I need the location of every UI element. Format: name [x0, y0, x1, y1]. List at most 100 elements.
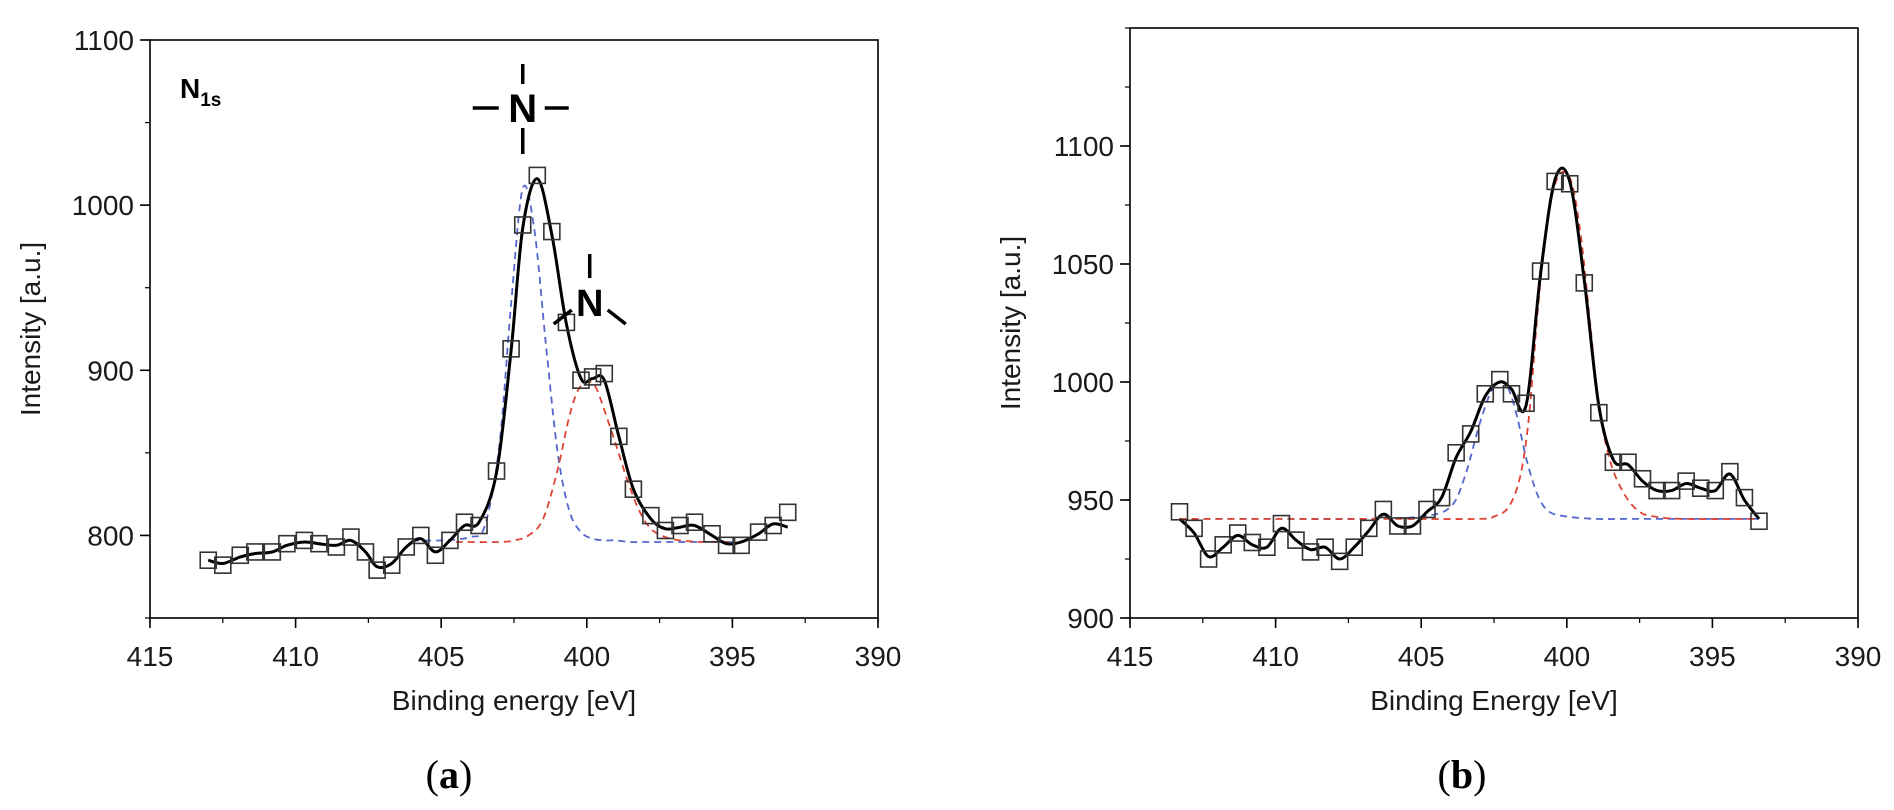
bond-line — [606, 308, 627, 326]
data-marker — [1517, 394, 1535, 413]
data-marker — [382, 556, 401, 574]
data-marker — [1502, 384, 1521, 403]
data-marker — [583, 368, 602, 386]
data-marker — [1560, 174, 1579, 193]
panel-label-a: (a) — [426, 752, 473, 797]
data-marker — [1330, 552, 1349, 571]
chart-panel-a: 415 410 405 400 395 390 800 900 1000 1100 Binding … — [15, 25, 901, 797]
data-marker — [1418, 500, 1436, 519]
data-marker — [1185, 519, 1203, 538]
data-marker — [1750, 512, 1768, 531]
data-marker — [610, 427, 628, 446]
data-marker — [278, 534, 296, 553]
data-marker — [412, 526, 430, 545]
y-axis-title: Intensity [a.u.] — [15, 242, 46, 416]
data-marker — [572, 371, 590, 389]
x-tick-label: 400 — [563, 641, 610, 672]
data-marker — [199, 551, 218, 570]
data-marker — [1735, 488, 1754, 507]
data-marker — [732, 536, 750, 555]
data-marker — [1706, 481, 1725, 500]
x-tick-label: 405 — [1398, 641, 1445, 672]
data-marker — [656, 521, 675, 540]
data-marker — [764, 516, 782, 535]
y-tick-label: 1100 — [74, 25, 134, 56]
data-marker — [1590, 403, 1608, 422]
data-marker — [455, 513, 474, 532]
data-marker — [1403, 517, 1422, 535]
data-marker — [310, 534, 328, 553]
x-tick-label: 400 — [1543, 641, 1590, 672]
data-marker — [717, 536, 736, 555]
data-marker — [685, 513, 704, 532]
data-marker — [1662, 481, 1681, 500]
plot-area — [1170, 166, 1768, 571]
data-marker — [513, 216, 532, 234]
data-marker — [1491, 370, 1509, 389]
data-marker — [1432, 488, 1451, 507]
data-marker — [1604, 453, 1623, 472]
data-marker — [778, 503, 797, 522]
data-marker — [1301, 543, 1320, 561]
data-marker — [1648, 481, 1666, 500]
data-marker — [1721, 462, 1739, 481]
data-marker — [1287, 531, 1305, 549]
plot-frame — [1129, 27, 1859, 619]
x-tick-label: 415 — [1107, 641, 1154, 672]
data-marker — [327, 538, 346, 556]
bond-line — [552, 308, 573, 326]
peak-symbol-tertiary: N — [576, 283, 603, 325]
data-marker — [1170, 502, 1189, 521]
data-marker — [1677, 472, 1695, 490]
component-2-curve — [455, 380, 733, 544]
data-marker — [426, 546, 445, 565]
y-tick-label: 1000 — [1052, 367, 1114, 398]
y-tick-label: 1100 — [1054, 131, 1114, 162]
data-marker — [1258, 538, 1276, 557]
data-marker — [1633, 469, 1652, 488]
data-marker — [1214, 536, 1232, 554]
data-marker — [342, 528, 360, 546]
y-tick-label: 900 — [1067, 603, 1114, 634]
x-tick-label: 405 — [418, 641, 465, 672]
x-tick-label: 390 — [1835, 641, 1882, 672]
x-axis-title: Binding energy [eV] — [392, 685, 636, 716]
y-tick-label: 900 — [87, 355, 134, 386]
component-1-curve — [412, 184, 733, 544]
x-tick-label: 410 — [1252, 641, 1299, 672]
data-marker — [749, 523, 768, 541]
data-marker — [1374, 500, 1393, 519]
y-axis-title: Intensity [a.u.] — [995, 236, 1026, 410]
chart-panel-b: 415 410 405 400 395 390 900 950 1000 1050 1100 Bind… — [995, 27, 1882, 797]
data-marker — [470, 516, 488, 535]
data-marker — [1316, 538, 1334, 557]
data-marker — [1228, 524, 1247, 542]
data-marker — [1476, 384, 1495, 403]
panel-annotation-label: N1s — [180, 73, 221, 111]
x-tick-label: 415 — [127, 641, 174, 672]
data-marker — [368, 561, 386, 579]
data-marker — [487, 462, 506, 480]
y-tick-label: 950 — [1067, 485, 1114, 516]
data-marker — [1461, 425, 1480, 443]
data-marker — [1272, 514, 1291, 533]
x-tick-label: 410 — [272, 641, 319, 672]
data-marker — [1199, 550, 1218, 568]
x-tick-label: 395 — [1689, 641, 1736, 672]
x-axis-title: Binding Energy [eV] — [1370, 685, 1618, 716]
data-marker — [246, 543, 264, 561]
plot-area — [199, 166, 797, 579]
data-marker — [595, 364, 614, 383]
x-tick-label: 390 — [855, 641, 902, 672]
panel-label-b: (b) — [1438, 752, 1487, 797]
data-marker — [642, 506, 660, 525]
data-marker — [1619, 453, 1637, 472]
data-marker — [624, 480, 643, 498]
data-marker — [295, 531, 314, 550]
y-tick-label: 1050 — [1052, 249, 1114, 280]
fit-curve — [207, 177, 789, 570]
data-marker — [671, 516, 689, 535]
data-marker — [397, 538, 416, 556]
y-tick-label: 800 — [87, 520, 134, 551]
